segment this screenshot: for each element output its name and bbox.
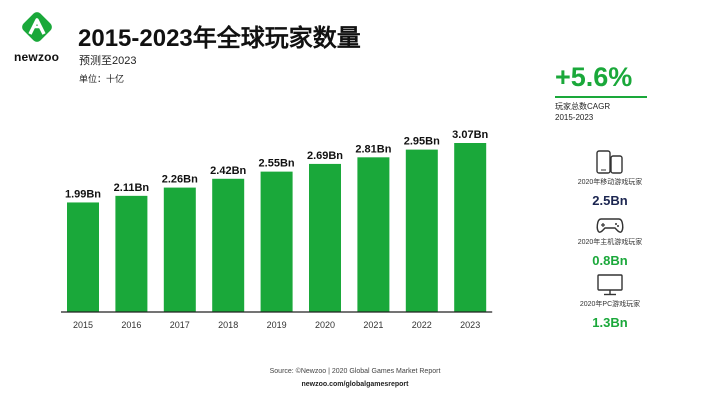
chart-title: 2015-2023年全球玩家数量 (78, 25, 361, 52)
value-label-2016: 2.11Bn (114, 182, 150, 194)
stat-pc: 2020年PC游戏玩家 1.3Bn (560, 274, 660, 330)
newzoo-logo-icon (22, 12, 52, 42)
monitor-icon (597, 274, 623, 296)
bar-2019 (260, 171, 293, 312)
tick-label-2020: 2020 (315, 320, 335, 330)
cagr-label: 玩家总数CAGR 2015-2023 (555, 101, 610, 123)
stat-mobile: 2020年移动游戏玩家 2.5Bn (560, 150, 660, 208)
stat-pc-label: 2020年PC游戏玩家 (579, 301, 641, 308)
logo-wordmark: newzoo (14, 50, 60, 64)
tick-label-2019: 2019 (267, 320, 287, 330)
unit-label: 单位：十亿 (79, 74, 125, 84)
bar-2015 (67, 202, 99, 312)
chart-subtitle: 预测至2023 (79, 55, 137, 67)
cagr-label-line-2: 2015-2023 (555, 113, 594, 122)
value-label-2021: 2.81Bn (355, 143, 391, 155)
stat-console-label: 2020年主机游戏玩家 (577, 239, 643, 246)
source-url: newzoo.com/globalgamesreport (301, 381, 409, 388)
stat-pc-value: 1.3Bn (592, 315, 628, 330)
bar-2016 (115, 195, 148, 312)
tick-label-2021: 2021 (363, 320, 383, 330)
newzoo-logo: newzoo (14, 10, 60, 74)
value-label-2022: 2.95Bn (404, 136, 440, 148)
stat-mobile-value: 2.5Bn (592, 193, 628, 208)
bar-2018 (212, 178, 245, 312)
tick-label-2015: 2015 (73, 320, 93, 330)
cagr-label-line-1: 玩家总数CAGR (555, 102, 611, 111)
tick-label-2017: 2017 (170, 320, 190, 330)
bar-2023 (454, 143, 487, 312)
tick-label-2016: 2016 (121, 320, 141, 330)
stat-console-value: 0.8Bn (592, 253, 628, 268)
mobile-devices-icon (596, 150, 623, 174)
cagr-underline (555, 96, 647, 98)
bar-2022 (405, 149, 438, 312)
tick-label-2022: 2022 (412, 320, 432, 330)
bar-2021 (357, 157, 390, 312)
source-note: Source: ©Newzoo | 2020 Global Games Mark… (269, 368, 441, 375)
gamepad-icon (596, 218, 624, 233)
value-label-2015: 1.99Bn (65, 188, 101, 200)
bar-2017 (163, 187, 196, 312)
stat-mobile-label: 2020年移动游戏玩家 (577, 179, 643, 186)
value-label-2017: 2.26Bn (162, 174, 198, 186)
tick-label-2023: 2023 (460, 320, 480, 330)
value-label-2019: 2.55Bn (259, 158, 295, 170)
bar-2020 (309, 163, 341, 312)
value-label-2018: 2.42Bn (210, 165, 246, 177)
stat-console: 2020年主机游戏玩家 0.8Bn (560, 216, 660, 268)
value-label-2020: 2.69Bn (307, 150, 343, 162)
cagr-value: +5.6% (555, 62, 633, 92)
tick-label-2018: 2018 (218, 320, 238, 330)
value-label-2023: 3.07Bn (452, 129, 488, 141)
